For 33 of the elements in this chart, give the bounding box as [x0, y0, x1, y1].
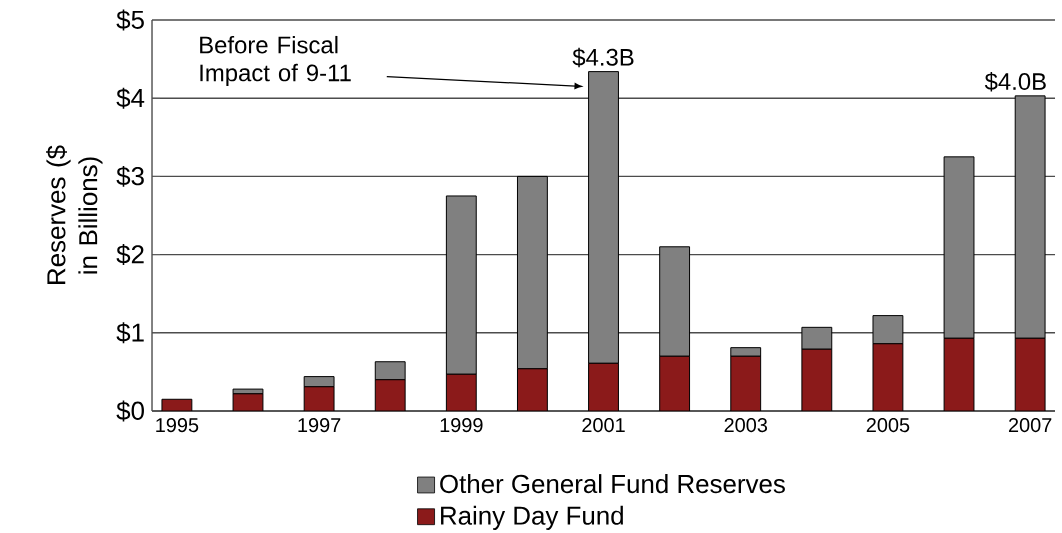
x-tick-label: 1995: [156, 418, 199, 433]
bar: [374, 361, 406, 381]
x-tick-label: 2001: [582, 418, 625, 433]
total-label: $4.0B: [984, 72, 1046, 92]
x-tick-label: 2003: [724, 418, 768, 433]
bar: [730, 355, 762, 411]
y-tick-label: $2: [116, 244, 144, 266]
x-tick-label: 2005: [866, 418, 910, 433]
x-tick-label: 2007: [1008, 418, 1052, 433]
x-tick-label: 1999: [440, 418, 483, 433]
y-tick-label: $1: [116, 322, 144, 344]
y-tick-label: $4: [116, 87, 145, 109]
x-tick-label: 1997: [298, 418, 341, 433]
y-axis-title: Reserves ($ in Billions): [46, 145, 103, 284]
bar: [303, 376, 335, 388]
bar: [801, 348, 833, 411]
y-tick-label: $0: [116, 400, 144, 422]
bar: [516, 368, 548, 411]
bar: [730, 347, 762, 357]
bar: [1014, 337, 1046, 411]
y-tick-label: $3: [116, 165, 144, 187]
total-label: $4.3B: [572, 47, 634, 68]
bar: [872, 343, 904, 411]
bar: [943, 337, 975, 411]
bar: [445, 373, 477, 411]
bar: [374, 379, 406, 411]
legend-label: Rainy Day Fund: [441, 505, 623, 530]
y-tick-label: $5: [116, 9, 144, 31]
bar: [232, 388, 264, 395]
annotation: Before Fiscal Impact of 9-11: [200, 35, 351, 87]
bar: [588, 362, 619, 411]
bar: [659, 355, 691, 411]
legend-label: Other General Fund Reserves: [440, 474, 785, 494]
